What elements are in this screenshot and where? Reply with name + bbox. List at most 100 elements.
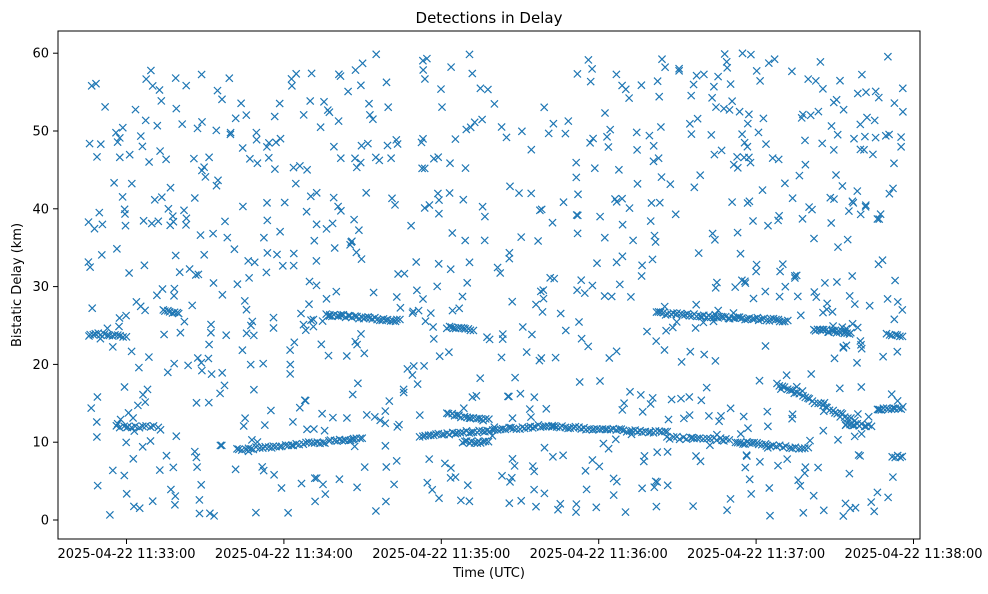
- clutter-point: [818, 84, 827, 93]
- clutter-point: [342, 413, 351, 423]
- clutter-point: [692, 300, 701, 309]
- clutter-point: [829, 145, 838, 154]
- track-point: [234, 445, 243, 454]
- clutter-point: [463, 481, 472, 490]
- clutter-point: [572, 500, 581, 509]
- clutter-point: [618, 194, 627, 203]
- clutter-point: [122, 489, 131, 498]
- clutter-point: [422, 54, 431, 63]
- plot-area-frame: [57, 30, 921, 540]
- clutter-point: [564, 117, 573, 126]
- track-point: [757, 315, 766, 324]
- clutter-point: [317, 340, 326, 349]
- clutter-point: [222, 331, 231, 340]
- clutter-point: [300, 396, 309, 405]
- clutter-point: [692, 71, 701, 80]
- clutter-point: [153, 121, 162, 130]
- clutter-point: [664, 415, 673, 424]
- clutter-point: [196, 231, 205, 240]
- track-point: [779, 443, 788, 452]
- clutter-point: [741, 463, 750, 472]
- clutter-point: [309, 322, 318, 331]
- clutter-point: [96, 140, 105, 149]
- clutter-point: [429, 334, 438, 343]
- clutter-point: [782, 371, 791, 380]
- clutter-point: [704, 411, 713, 420]
- clutter-point: [201, 172, 210, 181]
- y-tick-label: 10: [32, 436, 49, 451]
- track-point: [451, 429, 460, 438]
- clutter-point: [890, 315, 899, 324]
- clutter-point: [122, 438, 131, 447]
- clutter-point: [716, 411, 726, 420]
- track-point: [287, 441, 296, 450]
- clutter-point: [879, 352, 888, 361]
- clutter-point: [740, 277, 749, 286]
- clutter-point: [364, 99, 374, 108]
- track-point: [706, 313, 715, 322]
- clutter-point: [675, 66, 684, 75]
- clutter-point: [764, 59, 773, 68]
- clutter-point: [657, 55, 667, 64]
- track-point: [581, 425, 591, 434]
- clutter-point: [787, 67, 796, 76]
- clutter-point: [262, 142, 271, 151]
- clutter-point: [148, 81, 157, 90]
- clutter-point: [537, 353, 546, 363]
- clutter-point: [610, 194, 620, 204]
- x-tick-label: 2025-04-22 11:34:00: [215, 547, 353, 562]
- clutter-point: [615, 280, 624, 289]
- clutter-point: [699, 318, 708, 327]
- track-point: [509, 424, 518, 433]
- clutter-point: [170, 500, 179, 509]
- track-point: [481, 414, 490, 423]
- clutter-point: [505, 182, 515, 191]
- clutter-point: [451, 135, 460, 144]
- clutter-point: [668, 323, 677, 332]
- clutter-point: [246, 360, 255, 369]
- clutter-point: [462, 125, 471, 134]
- clutter-point: [263, 248, 272, 257]
- clutter-point: [553, 505, 563, 514]
- clutter-point: [865, 301, 874, 310]
- clutter-point: [710, 235, 719, 244]
- clutter-point: [335, 475, 344, 484]
- clutter-point: [120, 205, 129, 214]
- clutter-point: [304, 300, 314, 309]
- clutter-point: [707, 130, 716, 139]
- clutter-point: [84, 218, 93, 227]
- clutter-point: [356, 158, 365, 167]
- track-point: [292, 439, 301, 448]
- clutter-point: [807, 369, 816, 379]
- clutter-point: [841, 499, 850, 508]
- clutter-point: [155, 85, 164, 95]
- clutter-point: [508, 414, 517, 423]
- track-point: [748, 314, 757, 323]
- clutter-point: [362, 188, 371, 197]
- clutter-point: [423, 478, 432, 487]
- clutter-point: [746, 158, 755, 167]
- clutter-point: [640, 451, 649, 460]
- clutter-point: [586, 77, 595, 86]
- clutter-point: [853, 89, 862, 98]
- data-points: [84, 49, 907, 521]
- clutter-point: [358, 59, 367, 68]
- clutter-point: [651, 237, 660, 247]
- clutter-point: [253, 159, 262, 168]
- clutter-point: [540, 489, 549, 498]
- clutter-point: [162, 451, 171, 460]
- clutter-point: [440, 459, 449, 468]
- track-point: [261, 442, 270, 451]
- clutter-point: [876, 210, 885, 219]
- clutter-point: [663, 447, 672, 456]
- clutter-point: [648, 393, 657, 402]
- clutter-point: [125, 150, 134, 159]
- clutter-point: [242, 111, 251, 120]
- track-point: [827, 326, 836, 335]
- clutter-point: [710, 150, 719, 159]
- clutter-point: [848, 271, 857, 281]
- clutter-point: [289, 163, 298, 172]
- clutter-point: [204, 398, 213, 407]
- x-tick-label: 2025-04-22 11:35:00: [372, 547, 510, 562]
